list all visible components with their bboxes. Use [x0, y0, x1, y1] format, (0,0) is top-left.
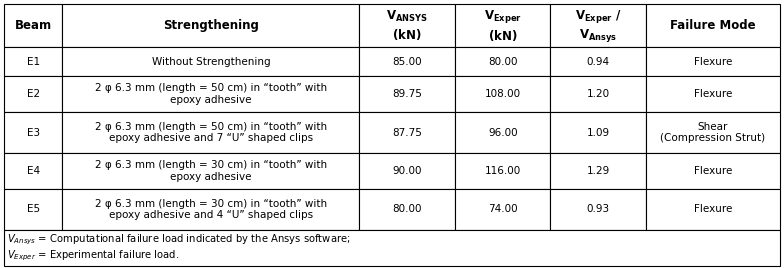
Text: E3: E3	[27, 128, 40, 137]
Bar	[455, 189, 550, 229]
Bar	[4, 47, 62, 76]
Bar	[646, 4, 780, 47]
Text: 1.09: 1.09	[586, 128, 610, 137]
Bar	[359, 76, 455, 113]
Bar	[4, 153, 62, 189]
Bar	[550, 47, 646, 76]
Text: 74.00: 74.00	[488, 204, 517, 214]
Bar	[4, 229, 780, 266]
Bar	[550, 189, 646, 229]
Text: Beam: Beam	[15, 19, 52, 32]
Text: 80.00: 80.00	[393, 204, 422, 214]
Text: 85.00: 85.00	[392, 57, 422, 66]
Text: 2 φ 6.3 mm (length = 50 cm) in “tooth” with
epoxy adhesive: 2 φ 6.3 mm (length = 50 cm) in “tooth” w…	[95, 83, 327, 105]
Text: E4: E4	[27, 166, 40, 176]
Text: $\mathbf{V_{Exper}}$
$\mathbf{(kN)}$: $\mathbf{V_{Exper}}$ $\mathbf{(kN)}$	[484, 8, 521, 43]
Bar	[359, 153, 455, 189]
Bar	[359, 189, 455, 229]
Text: Shear
(Compression Strut): Shear (Compression Strut)	[660, 122, 765, 143]
Text: E2: E2	[27, 89, 40, 99]
Bar	[62, 189, 359, 229]
Text: 108.00: 108.00	[485, 89, 521, 99]
Text: 2 φ 6.3 mm (length = 50 cm) in “tooth” with
epoxy adhesive and 7 “U” shaped clip: 2 φ 6.3 mm (length = 50 cm) in “tooth” w…	[95, 122, 327, 143]
Text: Strengthening: Strengthening	[163, 19, 259, 32]
Text: $V_{Exper}$ = Experimental failure load.: $V_{Exper}$ = Experimental failure load.	[7, 249, 180, 263]
Bar	[455, 4, 550, 47]
Text: E5: E5	[27, 204, 40, 214]
Text: $\mathbf{V_{ANSYS}}$
$\mathbf{(kN)}$: $\mathbf{V_{ANSYS}}$ $\mathbf{(kN)}$	[387, 9, 428, 42]
Text: 1.29: 1.29	[586, 166, 610, 176]
Text: 87.75: 87.75	[392, 128, 422, 137]
Bar	[455, 47, 550, 76]
Text: Flexure: Flexure	[694, 204, 732, 214]
Text: 89.75: 89.75	[392, 89, 422, 99]
Bar	[550, 153, 646, 189]
Text: Without Strengthening: Without Strengthening	[151, 57, 270, 66]
Text: 80.00: 80.00	[488, 57, 517, 66]
Bar	[4, 76, 62, 113]
Text: $V_{Ansys}$ = Computational failure load indicated by the Ansys software;: $V_{Ansys}$ = Computational failure load…	[7, 233, 350, 247]
Text: 0.94: 0.94	[586, 57, 610, 66]
Text: 2 φ 6.3 mm (length = 30 cm) in “tooth” with
epoxy adhesive: 2 φ 6.3 mm (length = 30 cm) in “tooth” w…	[95, 160, 327, 182]
Bar	[359, 47, 455, 76]
Bar	[646, 189, 780, 229]
Bar	[4, 4, 62, 47]
Bar	[646, 153, 780, 189]
Bar	[359, 4, 455, 47]
Bar	[646, 47, 780, 76]
Bar	[62, 153, 359, 189]
Text: Flexure: Flexure	[694, 89, 732, 99]
Bar	[550, 4, 646, 47]
Text: 1.20: 1.20	[586, 89, 610, 99]
Text: Failure Mode: Failure Mode	[670, 19, 756, 32]
Bar	[62, 76, 359, 113]
Text: $\mathbf{V_{Exper}}$ /
$\mathbf{V_{Ansys}}$: $\mathbf{V_{Exper}}$ / $\mathbf{V_{Ansys…	[575, 8, 622, 44]
Bar	[455, 113, 550, 153]
Bar	[455, 76, 550, 113]
Bar	[62, 47, 359, 76]
Text: E1: E1	[27, 57, 40, 66]
Bar	[455, 153, 550, 189]
Bar	[4, 189, 62, 229]
Text: Flexure: Flexure	[694, 57, 732, 66]
Text: Flexure: Flexure	[694, 166, 732, 176]
Bar	[359, 113, 455, 153]
Bar	[646, 76, 780, 113]
Text: 0.93: 0.93	[586, 204, 610, 214]
Bar	[4, 113, 62, 153]
Text: 2 φ 6.3 mm (length = 30 cm) in “tooth” with
epoxy adhesive and 4 “U” shaped clip: 2 φ 6.3 mm (length = 30 cm) in “tooth” w…	[95, 199, 327, 220]
Bar	[646, 113, 780, 153]
Text: 96.00: 96.00	[488, 128, 517, 137]
Text: 90.00: 90.00	[393, 166, 422, 176]
Text: 116.00: 116.00	[485, 166, 521, 176]
Bar	[550, 76, 646, 113]
Bar	[550, 113, 646, 153]
Bar	[62, 4, 359, 47]
Bar	[62, 113, 359, 153]
